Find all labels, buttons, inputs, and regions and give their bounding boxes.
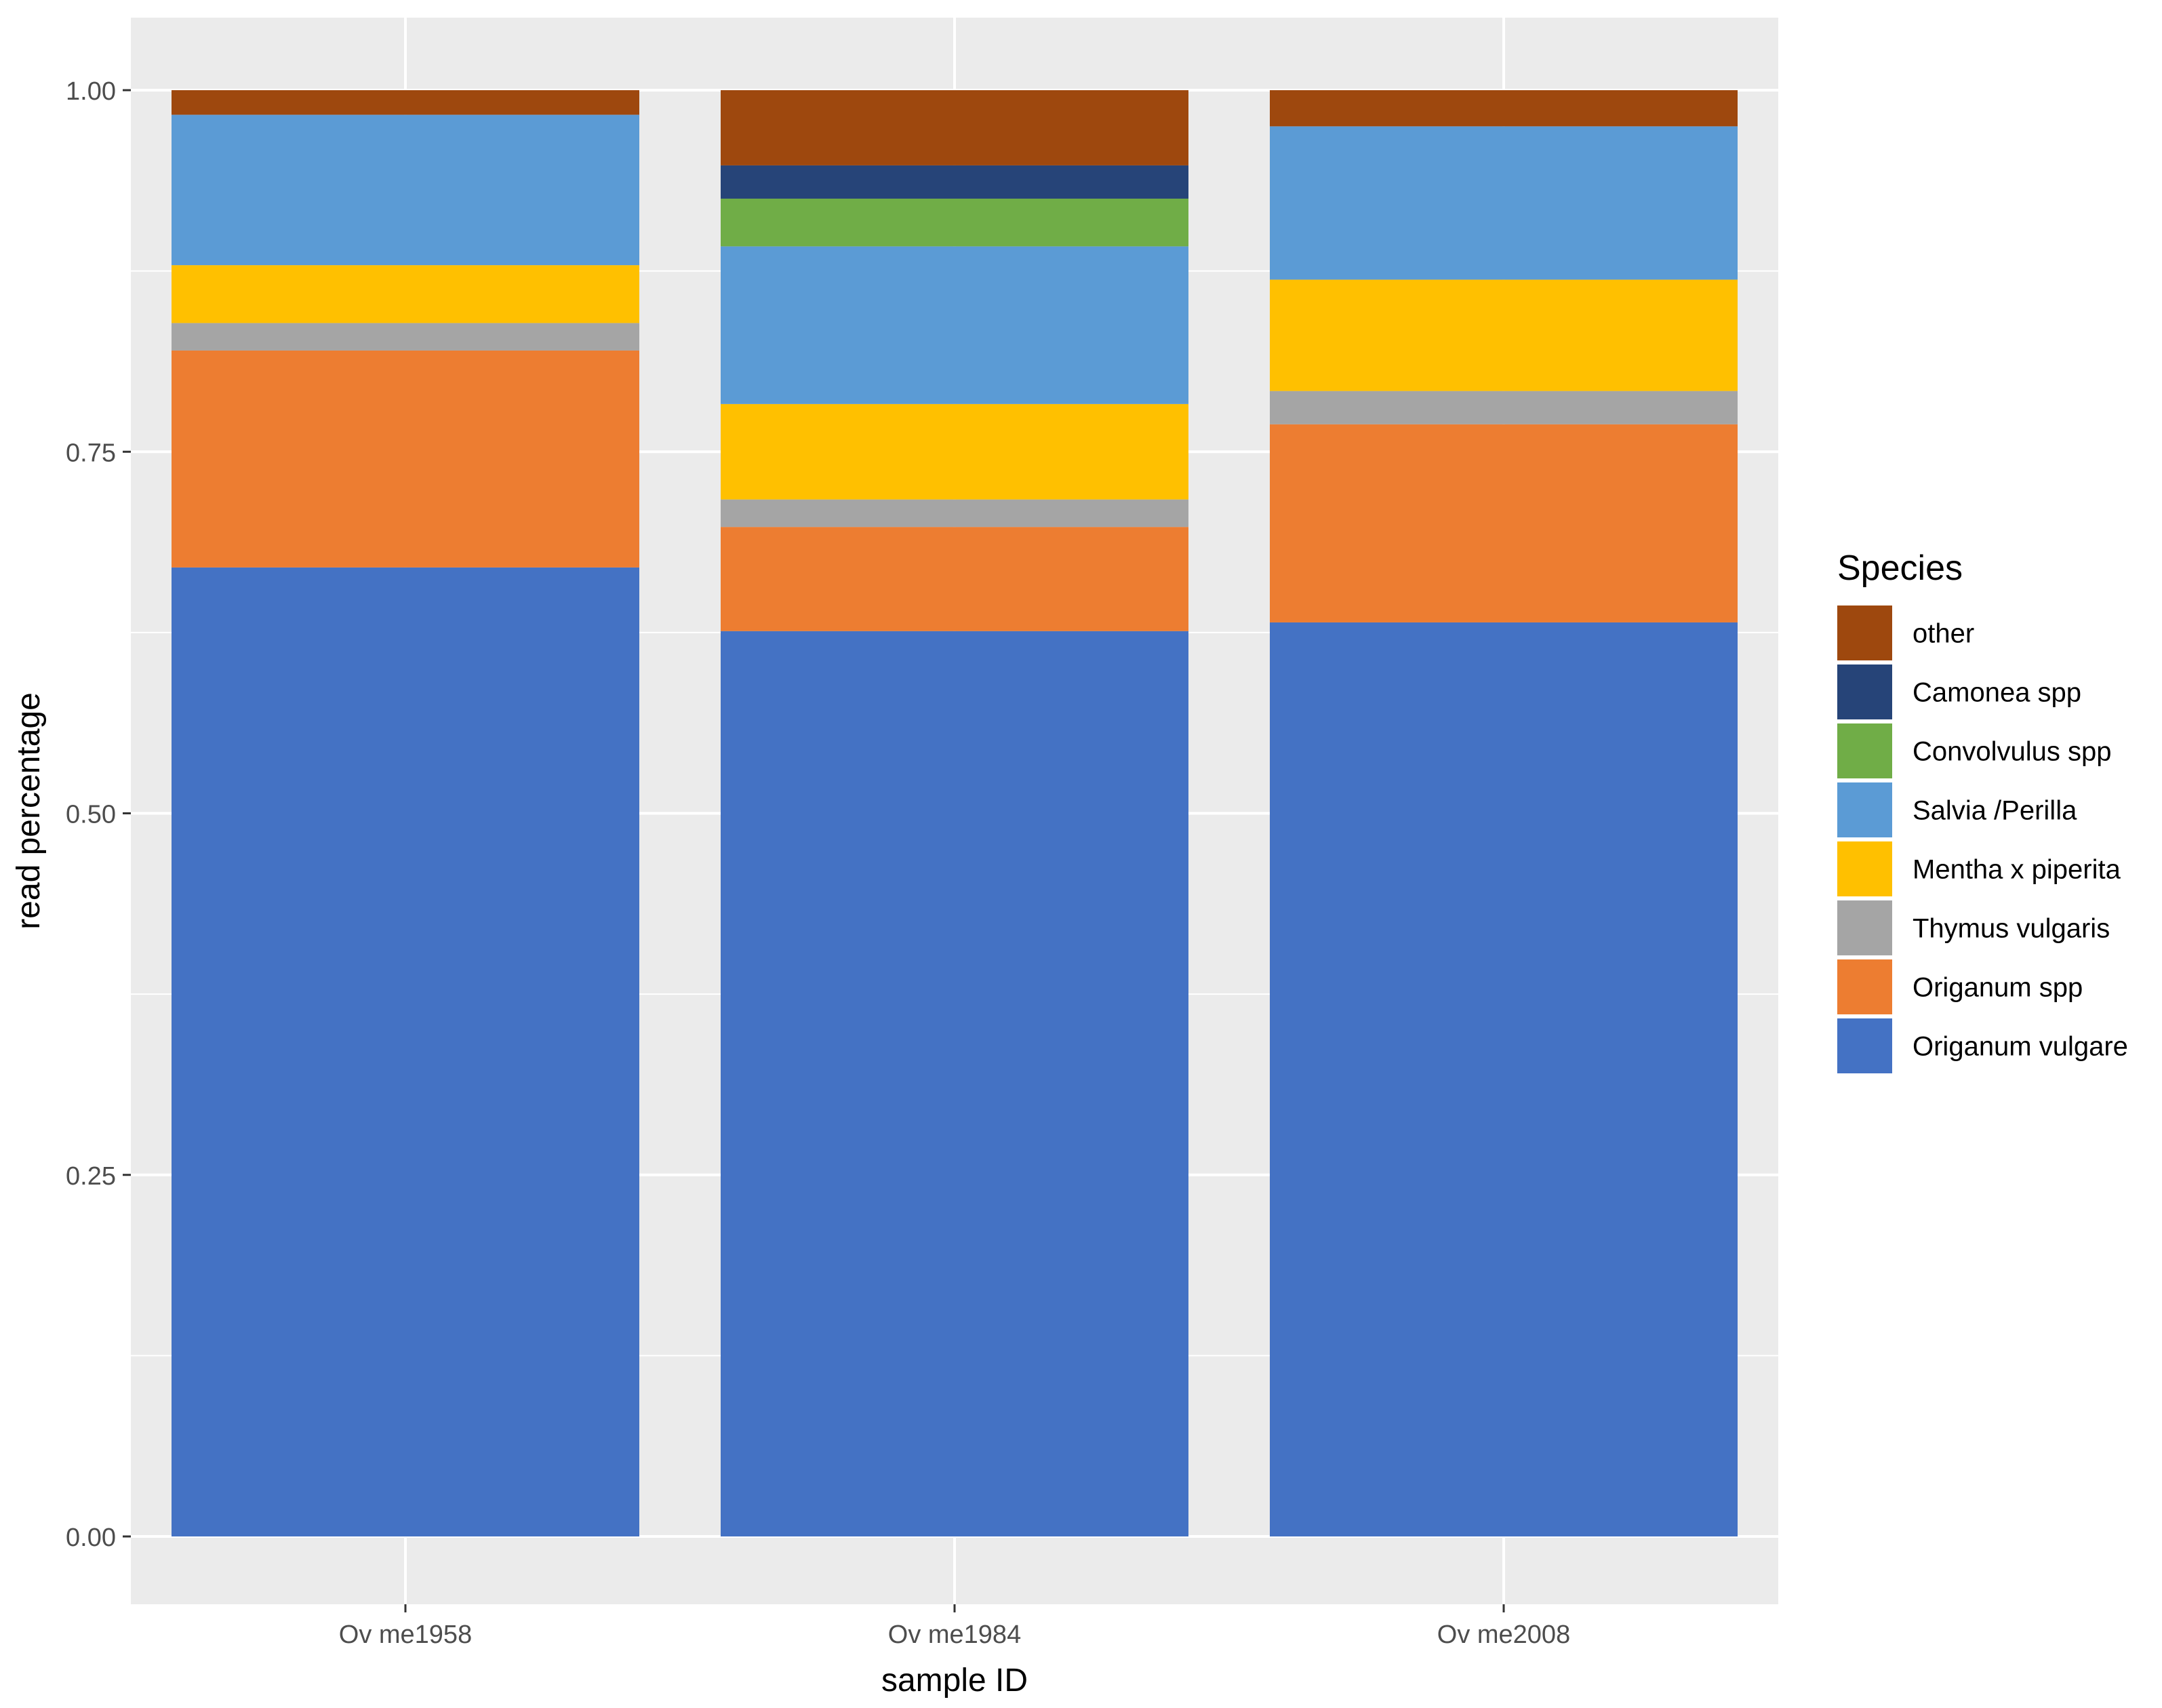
bar-segment-2-4 xyxy=(1270,126,1738,280)
bar-segment-0-1 xyxy=(172,350,639,568)
x-tick-label-0: Ov me1958 xyxy=(339,1621,472,1649)
legend-key-3 xyxy=(1836,781,1894,839)
y-tick-label-3: 0.75 xyxy=(66,439,116,467)
legend-key-7 xyxy=(1836,1017,1894,1075)
legend-key-1 xyxy=(1836,663,1894,721)
y-axis: 0.00 0.25 0.50 0.75 1.00 xyxy=(66,77,131,1552)
bars xyxy=(172,90,1738,1537)
legend-label-4: Mentha x piperita xyxy=(1913,855,2121,885)
legend-key-6 xyxy=(1836,958,1894,1016)
x-tick-label-2: Ov me2008 xyxy=(1437,1621,1570,1649)
legend-key-5 xyxy=(1836,899,1894,957)
bar-segment-1-3 xyxy=(721,403,1188,500)
bar-segment-1-0 xyxy=(721,631,1188,1537)
bar-segment-2-0 xyxy=(1270,622,1738,1536)
y-tick-label-2: 0.50 xyxy=(66,801,116,829)
legend-label-6: Origanum spp xyxy=(1913,973,2083,1003)
legend-label-7: Origanum vulgare xyxy=(1913,1032,2128,1062)
x-axis: Ov me1958 Ov me1984 Ov me2008 xyxy=(339,1604,1570,1649)
y-axis-title: read percentage xyxy=(11,692,47,930)
legend-label-0: other xyxy=(1913,619,1974,649)
legend-title: Species xyxy=(1837,549,1963,588)
bar-segment-1-5 xyxy=(721,198,1188,247)
bar-segment-2-1 xyxy=(1270,424,1738,622)
bar-segment-0-7 xyxy=(172,90,639,115)
legend-key-4 xyxy=(1836,840,1894,898)
legend: Species other Camonea spp Convolvulus spp S… xyxy=(1836,549,2128,1075)
bar-segment-0-0 xyxy=(172,567,639,1536)
bar-segment-1-1 xyxy=(721,527,1188,631)
legend-label-5: Thymus vulgaris xyxy=(1913,914,2110,944)
bar-segment-1-6 xyxy=(721,165,1188,199)
x-axis-title: sample ID xyxy=(881,1663,1028,1699)
y-tick-label-1: 0.25 xyxy=(66,1162,116,1191)
bar-segment-0-3 xyxy=(172,265,639,323)
bar-segment-1-4 xyxy=(721,246,1188,404)
bar-segment-1-7 xyxy=(721,90,1188,165)
bar-segment-0-4 xyxy=(172,115,639,266)
x-tick-label-1: Ov me1984 xyxy=(888,1621,1021,1649)
legend-key-2 xyxy=(1836,722,1894,780)
bar-segment-2-7 xyxy=(1270,90,1738,127)
y-tick-label-0: 0.00 xyxy=(66,1524,116,1552)
bar-segment-2-2 xyxy=(1270,391,1738,424)
legend-label-1: Camonea spp xyxy=(1913,678,2081,708)
bar-segment-1-2 xyxy=(721,499,1188,528)
legend-label-3: Salvia /Perilla xyxy=(1913,796,2077,826)
legend-label-2: Convolvulus spp xyxy=(1913,737,2112,767)
legend-key-0 xyxy=(1836,604,1894,662)
bar-segment-2-3 xyxy=(1270,279,1738,391)
y-tick-label-4: 1.00 xyxy=(66,77,116,106)
bar-segment-0-2 xyxy=(172,323,639,351)
